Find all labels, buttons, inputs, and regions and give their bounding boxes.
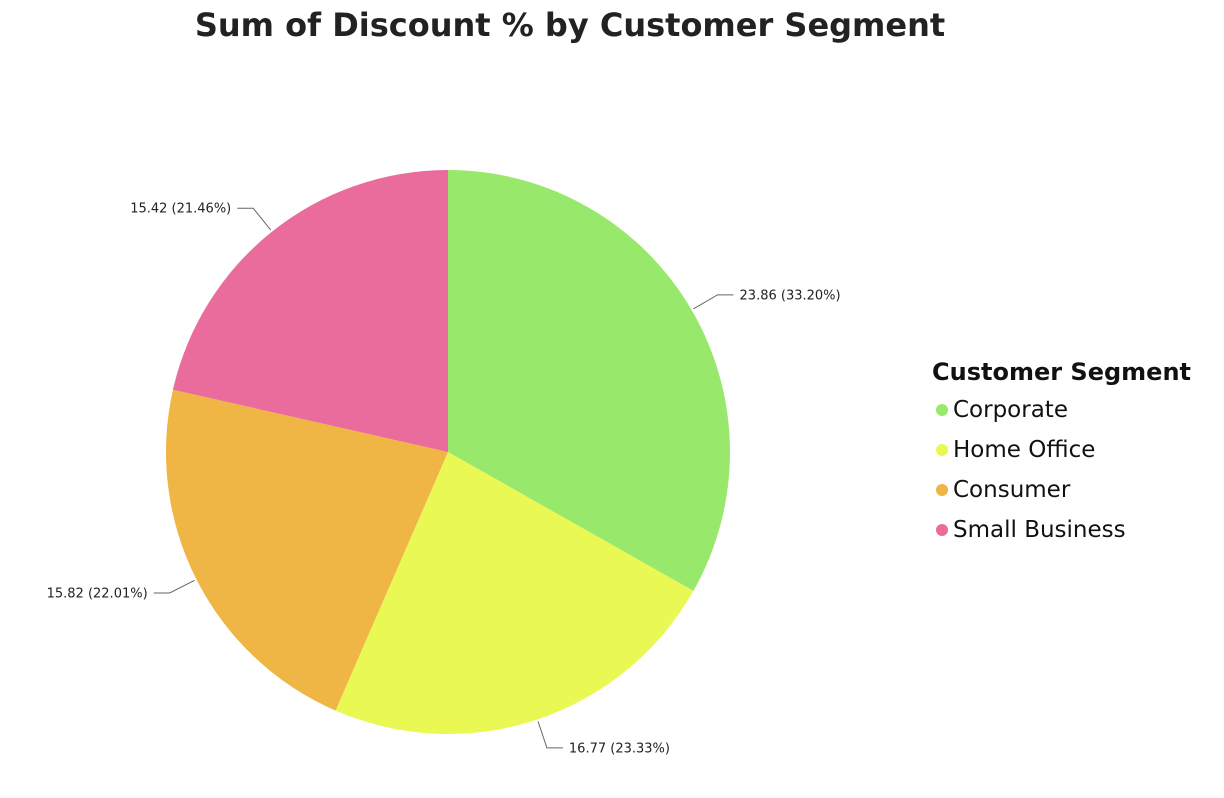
legend-item-small-business[interactable]: Small Business (932, 510, 1191, 550)
legend-title: Customer Segment (932, 358, 1192, 386)
slice-corporate[interactable] (448, 170, 730, 591)
data-label-corporate: 23.86 (33.20%) (740, 288, 841, 303)
data-label-small-business: 15.42 (21.46%) (130, 202, 231, 217)
legend: Customer Segment Corporate Home Office C… (932, 358, 1191, 550)
leader-line-consumer (153, 579, 195, 594)
legend-swatch (936, 524, 948, 536)
slice-home-office[interactable] (335, 452, 694, 734)
data-label-consumer: 15.82 (22.01%) (47, 586, 148, 601)
legend-label: Small Business (953, 517, 1126, 543)
legend-item-corporate[interactable]: Corporate (932, 390, 1191, 430)
leader-line-small-business (237, 207, 272, 231)
leader-line-home-office (537, 721, 563, 749)
leader-line-corporate (693, 294, 734, 310)
legend-item-home-office[interactable]: Home Office (932, 430, 1191, 470)
data-label-home-office: 16.77 (23.33%) (569, 741, 670, 756)
chart-title: Sum of Discount % by Customer Segment (194, 6, 946, 44)
pie-slices (166, 169, 730, 734)
legend-label: Consumer (953, 477, 1071, 503)
pie-leader-lines (153, 207, 734, 749)
legend-label: Corporate (953, 397, 1068, 423)
legend-swatch (936, 484, 948, 496)
legend-swatch (936, 404, 948, 416)
pie-data-labels: 23.86 (33.20%) 16.77 (23.33%) 15.82 (22.01… (47, 202, 841, 757)
legend-label: Home Office (953, 437, 1096, 463)
slice-small-business[interactable] (172, 169, 449, 452)
slice-consumer[interactable] (166, 389, 448, 711)
legend-items: Corporate Home Office Consumer Small Bus… (932, 390, 1191, 550)
legend-swatch (936, 444, 948, 456)
legend-item-consumer[interactable]: Consumer (932, 470, 1191, 510)
